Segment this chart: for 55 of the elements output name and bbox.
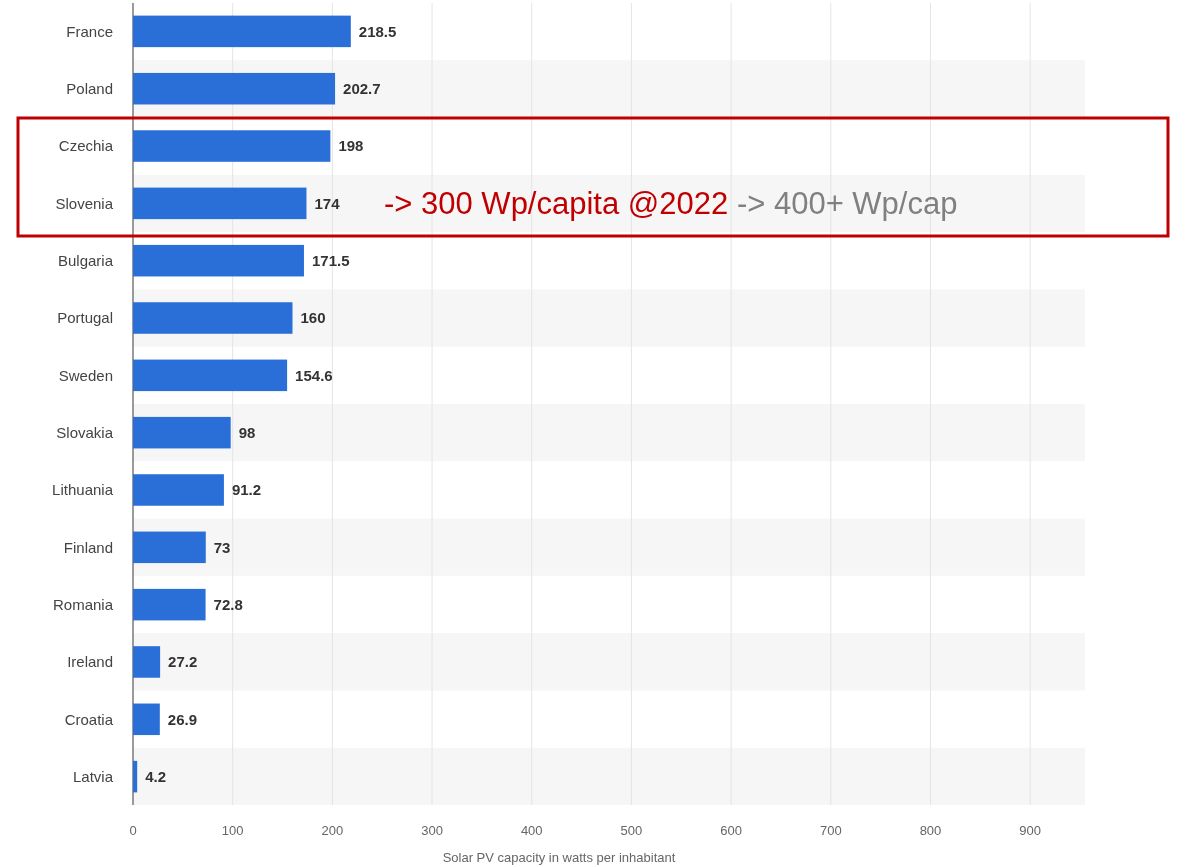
x-axis-title: Solar PV capacity in watts per inhabitant — [442, 850, 676, 865]
y-tick-label: Finland — [63, 538, 113, 556]
y-tick-label: Poland — [66, 79, 113, 97]
x-tick-label: 600 — [720, 823, 742, 838]
x-tick-label: 300 — [421, 823, 443, 838]
data-label: 174 — [314, 194, 341, 212]
data-label: 160 — [300, 309, 326, 327]
data-label: 218.5 — [358, 22, 397, 40]
bar — [133, 474, 224, 506]
data-label: 4.2 — [145, 767, 167, 785]
data-label: 98 — [238, 423, 256, 441]
data-label: 26.9 — [167, 710, 198, 728]
bar — [133, 703, 160, 736]
data-label: 202.7 — [343, 79, 381, 97]
y-tick-label: Bulgaria — [57, 251, 114, 269]
y-tick-label: Portugal — [57, 309, 113, 327]
bar — [133, 15, 351, 48]
bar — [133, 531, 206, 564]
x-tick-label: 100 — [221, 823, 244, 838]
annotation: -> 300 Wp/capita @2022 — [384, 185, 729, 221]
annotation: -> 400+ Wp/cap — [728, 185, 958, 221]
y-tick-label: Romania — [52, 595, 114, 613]
bar — [133, 359, 288, 392]
x-tick-label: 900 — [1019, 823, 1042, 838]
y-tick-label: France — [66, 22, 113, 40]
x-tick-label: 500 — [620, 823, 643, 838]
y-tick-label: Slovenia — [55, 194, 114, 212]
bar — [133, 187, 307, 220]
y-tick-label: Croatia — [64, 710, 114, 728]
y-tick-label: Ireland — [67, 653, 113, 671]
bar — [133, 646, 161, 678]
data-label: 73 — [213, 538, 231, 556]
x-tick-label: 400 — [520, 823, 543, 838]
bar — [133, 302, 293, 334]
y-tick-label: Sweden — [58, 366, 113, 384]
x-tick-label: 200 — [321, 823, 344, 838]
data-label: 171.5 — [311, 251, 350, 269]
bar — [133, 760, 138, 793]
bar — [133, 72, 336, 105]
data-label: 154.6 — [295, 366, 333, 384]
bar — [133, 416, 231, 449]
y-tick-label: Slovakia — [56, 423, 114, 441]
y-tick-label: Lithuania — [52, 481, 114, 499]
data-label: 91.2 — [231, 481, 262, 499]
bar — [133, 130, 331, 162]
x-tick-label: 800 — [919, 823, 942, 838]
y-tick-label: Czechia — [58, 137, 114, 155]
data-label: 27.2 — [168, 653, 198, 671]
data-label: 72.8 — [213, 595, 243, 613]
x-tick-label: 700 — [819, 823, 842, 838]
data-label: 198 — [338, 137, 364, 155]
x-tick-label: 0 — [129, 823, 137, 838]
y-tick-label: Latvia — [72, 767, 114, 785]
bar — [133, 244, 304, 277]
bar — [133, 588, 206, 621]
